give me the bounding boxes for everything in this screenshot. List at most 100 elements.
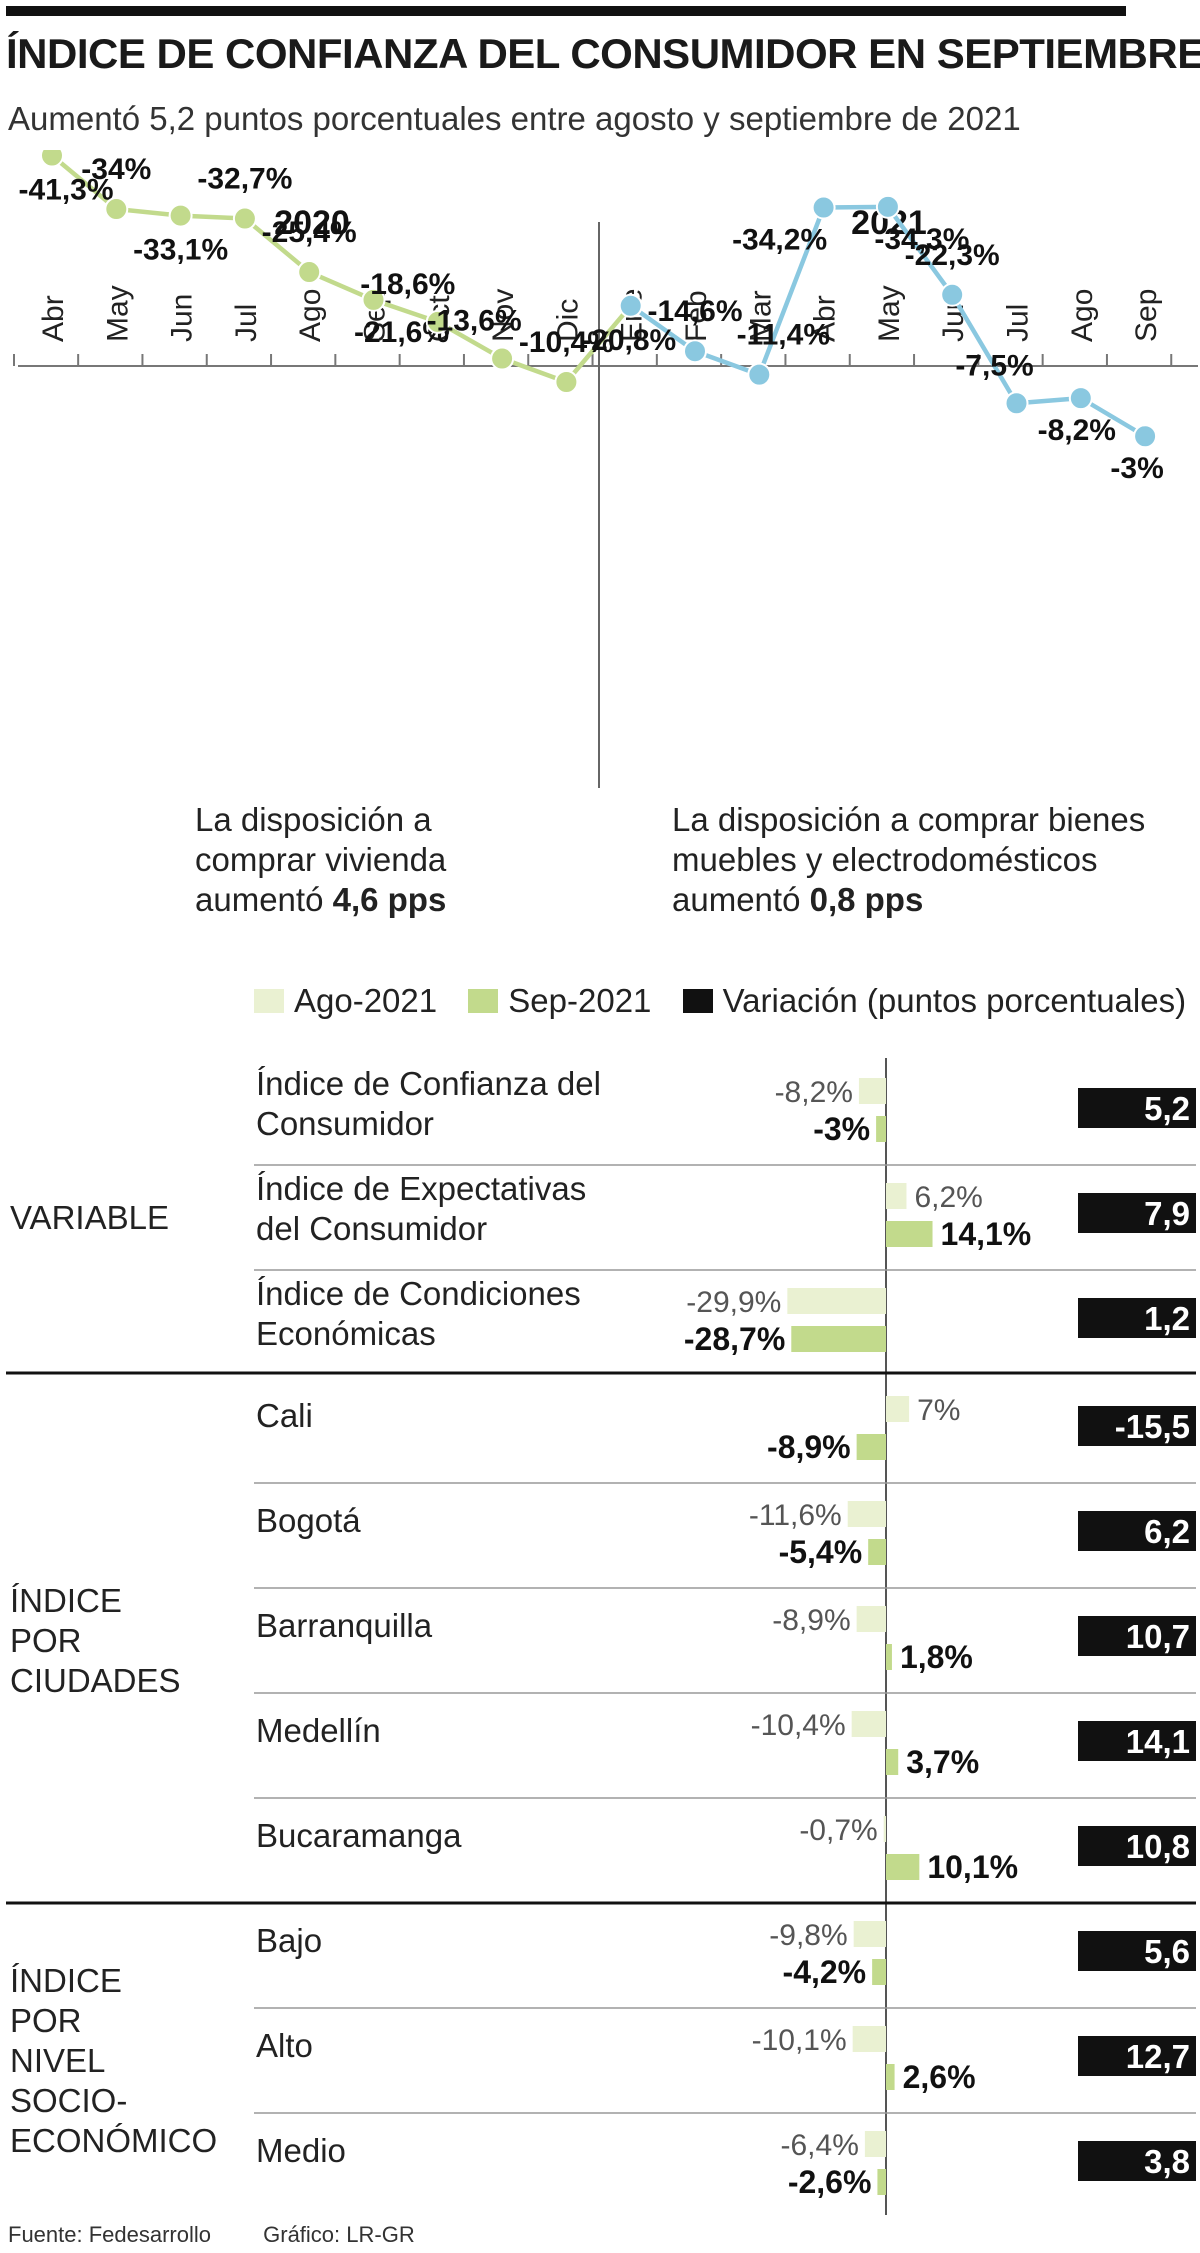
data-label: -34% (81, 153, 151, 186)
bar-sep-label: 1,8% (900, 1639, 973, 1675)
x-tick-label: Jul (1002, 304, 1035, 342)
data-point (1004, 391, 1029, 416)
data-label: -32,7% (197, 163, 292, 196)
x-tick-label: Dic (551, 299, 584, 342)
data-point (1133, 424, 1158, 449)
bar-ago-label: -8,2% (775, 1076, 853, 1109)
x-tick-label: May (101, 285, 134, 342)
data-point (425, 309, 450, 334)
legend-var-label: Variación (puntos porcentuales) (722, 982, 1187, 1019)
data-point (1068, 386, 1093, 411)
note-bienes-text: La disposición a comprar bienes muebles … (672, 801, 1146, 918)
bar-sep-label: -2,6% (788, 2164, 872, 2200)
bar-sep-label: 14,1% (941, 1216, 1032, 1252)
year-label-2020: 2020 (274, 204, 350, 242)
variation-value: 6,2 (1144, 1513, 1190, 1550)
x-tick-label: Jun (166, 294, 199, 342)
x-tick-label: Nov (487, 289, 520, 342)
data-label: -20,8% (581, 324, 676, 357)
data-point (40, 150, 64, 168)
bar-ago (886, 1183, 907, 1209)
bar-sep-label: -5,4% (779, 1534, 863, 1570)
row-category-label: Índice de Confianza del Consumidor (256, 1065, 601, 1142)
variation-box (1078, 1406, 1196, 1446)
data-label: -18,6% (360, 268, 455, 301)
bar-ago (787, 1288, 886, 1314)
legend-sep: Sep-2021 (468, 982, 651, 1020)
data-point (232, 206, 257, 231)
bar-sep (876, 1116, 886, 1142)
data-point (168, 203, 193, 228)
variation-value: 10,7 (1126, 1618, 1190, 1655)
data-point (554, 370, 579, 394)
data-label: -22,3% (905, 239, 1000, 272)
row-category-label: Medellín (256, 1712, 381, 1749)
bar-ago (853, 1921, 886, 1947)
data-point (297, 260, 322, 285)
variation-value: -15,5 (1115, 1408, 1190, 1445)
bar-ago-label: -6,4% (781, 2129, 859, 2162)
data-point (811, 195, 836, 220)
variation-value: 10,8 (1126, 1828, 1190, 1865)
footer: Fuente: Fedesarrollo Gráfico: LR-GR (8, 2222, 461, 2248)
data-label: -41,3% (18, 174, 113, 207)
bar-sep-label: 3,7% (906, 1744, 979, 1780)
data-label: -10,4% (519, 326, 614, 359)
bar-ago-label: -11,6% (749, 1499, 842, 1532)
variation-value: 3,8 (1144, 2143, 1190, 2180)
page-title: ÍNDICE DE CONFIANZA DEL CONSUMIDOR EN SE… (6, 30, 1200, 77)
line-chart: AbrMayJunJulAgoSepOctNovDicEneFebMarAbrM… (13, 150, 1198, 788)
data-point (618, 293, 643, 318)
row-category-label: Barranquilla (256, 1607, 433, 1644)
x-tick-label: Feb (680, 290, 713, 342)
note-vivienda-value: 4,6 pps (332, 881, 447, 918)
variation-box (1078, 1193, 1196, 1233)
data-label: -33,1% (133, 234, 228, 267)
group-label: ÍNDICE POR CIUDADES (10, 1581, 181, 1699)
row-category-label: Bajo (256, 1922, 323, 1959)
row-category-label: Índice de Condiciones Económicas (256, 1275, 581, 1352)
legend-ago-label: Ago-2021 (294, 982, 438, 1019)
bar-ago (883, 1816, 886, 1842)
bar-ago-label: -10,4% (751, 1709, 846, 1742)
data-label: -34,3% (874, 223, 969, 256)
bar-sep (868, 1539, 886, 1565)
legend-ago-swatch (254, 989, 284, 1013)
row-category-label: Índice de Expectativas del Consumidor (256, 1170, 587, 1247)
bar-ago-label: 7% (917, 1394, 960, 1427)
data-label: -34,2% (732, 224, 827, 257)
variation-value: 5,2 (1144, 1090, 1190, 1127)
data-label: -25,4% (262, 216, 357, 249)
bar-sep (856, 1434, 886, 1460)
legend-ago: Ago-2021 (254, 982, 437, 1020)
x-tick-label: Abr (809, 295, 842, 342)
bar-ago (851, 1711, 886, 1737)
footer-credit: Gráfico: LR-GR (263, 2222, 415, 2247)
bar-ago (847, 1501, 886, 1527)
variation-box (1078, 2141, 1196, 2181)
footer-source: Fuente: Fedesarrollo (8, 2222, 211, 2247)
variation-box (1078, 1931, 1196, 1971)
variation-box (1078, 1511, 1196, 1551)
data-point (104, 197, 129, 222)
bar-sep (886, 2064, 895, 2090)
row-category-label: Bogotá (256, 1502, 361, 1539)
data-label: -7,5% (955, 349, 1033, 382)
variation-value: 1,2 (1144, 1300, 1190, 1337)
bar-ago-label: -29,9% (686, 1286, 781, 1319)
bar-sep-label: -8,9% (767, 1429, 851, 1465)
variation-box (1078, 1721, 1196, 1761)
variation-value: 12,7 (1126, 2038, 1190, 2075)
note-vivienda: La disposición a comprar vivienda aument… (195, 800, 495, 920)
x-tick-label: Abr (37, 295, 70, 342)
data-label: -13,6% (427, 305, 522, 338)
data-point (747, 362, 772, 387)
variation-box (1078, 2036, 1196, 2076)
legend-var-swatch (682, 989, 713, 1013)
x-tick-label: Sep (1130, 289, 1163, 342)
data-label: -8,2% (1038, 414, 1116, 447)
data-point (683, 339, 707, 364)
bar-ago (864, 2131, 886, 2157)
legend-sep-swatch (468, 989, 499, 1013)
